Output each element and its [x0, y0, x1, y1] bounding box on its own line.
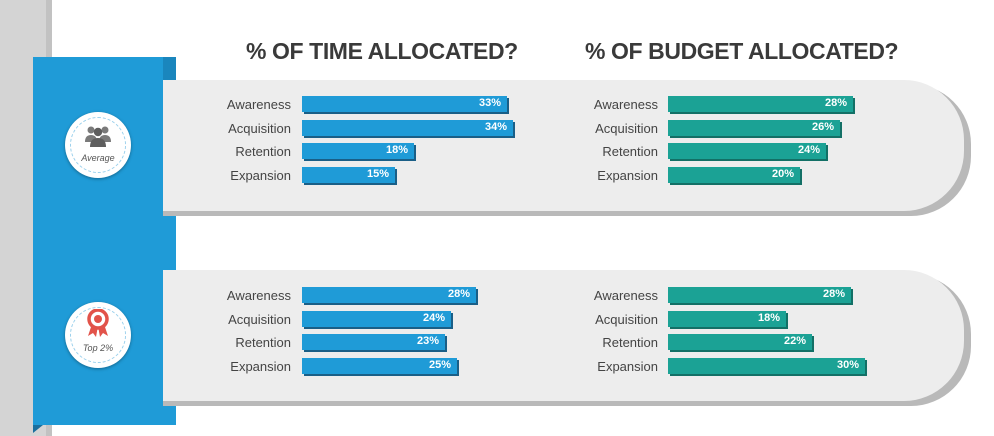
top-badge-ring — [70, 307, 126, 363]
top-badge-label: Top 2% — [82, 343, 114, 353]
average-time-label-awareness: Awareness — [226, 97, 291, 112]
top-time-bar-acquisition: 24% — [302, 311, 451, 327]
top-budget-label-acquisition: Acquisition — [595, 312, 658, 327]
top-time-bar-awareness: 28% — [302, 287, 476, 303]
average-time-value-expansion: 15% — [366, 168, 389, 180]
average-budget-label-acquisition: Acquisition — [595, 121, 658, 136]
average-budget-bar-expansion: 20% — [668, 167, 800, 183]
average-budget-label-awareness: Awareness — [593, 97, 658, 112]
top-badge: Top 2% — [65, 302, 131, 368]
top-time-value-awareness: 28% — [447, 288, 470, 300]
side-band-fold — [163, 57, 176, 80]
top-time-value-acquisition: 24% — [422, 312, 445, 324]
top-time-value-expansion: 25% — [428, 359, 451, 371]
top-time-label-expansion: Expansion — [230, 359, 291, 374]
top-budget-value-awareness: 28% — [822, 288, 845, 300]
average-time-label-retention: Retention — [235, 144, 291, 159]
people-group-icon — [85, 126, 111, 147]
average-time-value-acquisition: 34% — [484, 121, 507, 133]
top-budget-bar-awareness: 28% — [668, 287, 851, 303]
average-budget-value-retention: 24% — [797, 144, 820, 156]
side-band-fold-corner — [33, 425, 43, 433]
top-time-label-awareness: Awareness — [226, 288, 291, 303]
average-time-bar-acquisition: 34% — [302, 120, 513, 136]
budget-allocated-title: % OF BUDGET ALLOCATED? — [585, 38, 899, 64]
average-budget-value-acquisition: 26% — [811, 121, 834, 133]
top-budget-label-awareness: Awareness — [593, 288, 658, 303]
top-time-value-retention: 23% — [416, 335, 439, 347]
average-budget-bar-acquisition: 26% — [668, 120, 840, 136]
average-time-label-acquisition: Acquisition — [228, 121, 291, 136]
top-budget-bar-expansion: 30% — [668, 358, 865, 374]
average-time-label-expansion: Expansion — [230, 168, 291, 183]
time-allocated-title: % OF TIME ALLOCATED? — [246, 38, 518, 64]
award-ribbon-icon — [87, 309, 109, 337]
average-budget-value-expansion: 20% — [771, 168, 794, 180]
top-budget-label-retention: Retention — [602, 335, 658, 350]
average-budget-label-expansion: Expansion — [597, 168, 658, 183]
average-budget-bar-awareness: 28% — [668, 96, 853, 112]
top-budget-value-acquisition: 18% — [757, 312, 780, 324]
top-budget-bar-retention: 22% — [668, 334, 812, 350]
top-time-bar-retention: 23% — [302, 334, 445, 350]
average-budget-value-awareness: 28% — [824, 97, 847, 109]
top-time-label-retention: Retention — [235, 335, 291, 350]
average-time-bar-expansion: 15% — [302, 167, 395, 183]
average-budget-bar-retention: 24% — [668, 143, 826, 159]
top-time-label-acquisition: Acquisition — [228, 312, 291, 327]
top-time-bar-expansion: 25% — [302, 358, 457, 374]
average-time-value-awareness: 33% — [478, 97, 501, 109]
average-time-bar-retention: 18% — [302, 143, 414, 159]
average-badge: Average — [65, 112, 131, 178]
average-budget-label-retention: Retention — [602, 144, 658, 159]
top-budget-label-expansion: Expansion — [597, 359, 658, 374]
top-budget-bar-acquisition: 18% — [668, 311, 786, 327]
average-badge-label: Average — [81, 153, 115, 163]
top-budget-value-retention: 22% — [783, 335, 806, 347]
top-budget-value-expansion: 30% — [836, 359, 859, 371]
average-time-bar-awareness: 33% — [302, 96, 507, 112]
average-time-value-retention: 18% — [385, 144, 408, 156]
average-badge-ring — [70, 117, 126, 173]
